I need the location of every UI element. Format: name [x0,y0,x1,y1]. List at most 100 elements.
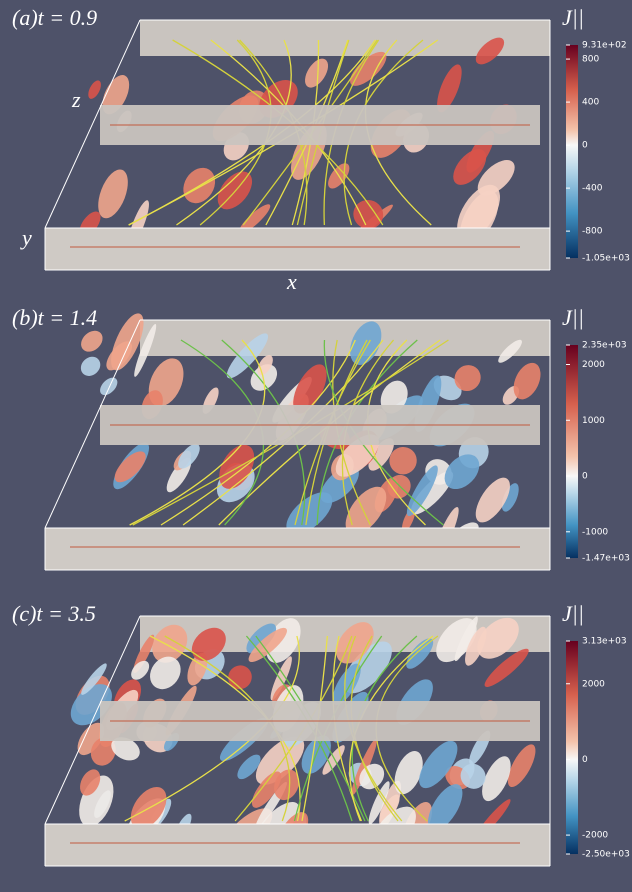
isosurface [238,204,271,234]
colorbar-tick-label: 0 [582,141,588,151]
box-edge [44,615,141,825]
colorbar-tick-label: -400 [582,184,603,194]
isosurface [484,648,529,687]
colorbar-tick-label: -1.47e+03 [582,554,630,564]
isosurface [150,656,181,690]
isosurface [389,446,417,475]
panel-label: (a)t = 0.9 [12,5,97,30]
colorbar-tick-label: 2000 [582,679,605,689]
colorbar-tick-label: 0 [582,472,588,482]
isosurface [507,744,536,788]
isosurface [114,451,146,483]
colorbar-tick-label: 3.13e+03 [582,637,627,647]
front-slab [45,228,550,270]
isosurface [513,362,541,400]
isosurface [498,339,522,363]
isosurface [255,736,305,785]
colorbar-tick-label: 1000 [582,416,605,426]
panel: (a)t = 0.9 z y x J|| 9.31e+02 800 400 0 -400 -800 -… [12,5,630,294]
axis-label: x [286,269,297,294]
colorbar [566,45,578,258]
panel-label: (b)t = 1.4 [12,305,97,330]
isosurface [477,617,519,659]
axis-label: z [71,87,81,112]
isosurface [187,652,208,686]
isosurface [111,737,140,761]
panel: (c)t = 3.5 J|| 3.13e+03 2000 0 -2000 -2.50e+03 [12,601,630,867]
isosurface [251,771,282,808]
isosurface [286,492,333,535]
isosurface [274,769,300,801]
colorbar-tick-label: -1.05e+03 [582,254,630,264]
front-slab [45,528,550,570]
isosurface [131,660,150,680]
isosurface [394,751,423,795]
isosurface [465,626,487,666]
isosurface [80,356,101,376]
isosurface [387,474,411,499]
colorbar [566,641,578,854]
isosurface [332,663,361,705]
isosurface [100,377,118,396]
colorbar-tick-label: 0 [582,755,588,765]
isosurface [345,486,387,535]
isosurface [246,623,277,654]
isosurface [368,781,390,825]
colorbar-tick-label: 9.31e+02 [582,41,627,51]
isosurface [305,58,329,88]
isosurface [191,627,226,661]
colorbar-tick-label: -2.50e+03 [582,850,630,860]
isosurface [353,199,384,229]
isosurface [88,80,101,99]
isosurface [351,738,377,796]
colorbar-tick-label: -800 [582,227,603,237]
isosurface [106,341,133,371]
isosurface [237,754,261,780]
colorbar-tick-label: 2.35e+03 [582,341,627,351]
back-slab [140,320,550,356]
isosurface [454,365,481,392]
isosurface [460,763,486,789]
panel-label: (c)t = 3.5 [12,601,96,626]
isosurface [90,737,116,766]
isosurface [475,37,505,65]
axis-label: y [20,225,32,250]
isosurface [444,454,480,490]
isosurface [437,64,462,113]
isosurface [98,169,128,219]
isosurface [217,171,253,210]
isosurface [475,477,510,523]
isosurface [359,763,385,790]
colorbar [566,345,578,558]
isosurface [293,364,327,414]
isosurface [350,51,387,86]
isosurface [428,784,463,831]
isosurface [419,740,458,789]
isosurface [152,624,188,663]
isosurface [406,638,434,669]
colorbar-tick-label: 400 [582,98,599,108]
colorbar-title: J|| [562,601,584,626]
colorbar-tick-label: -2000 [582,831,608,841]
front-slab [45,824,550,866]
colorbar-tick-label: 800 [582,55,599,65]
panel: (b)t = 1.4 J|| 2.35e+03 2000 1000 0 -1000 -1.47… [12,305,630,571]
isosurface [454,616,478,662]
isosurface [482,756,511,802]
isosurface [270,656,292,701]
isosurface [457,184,500,240]
isosurface [81,663,107,695]
colorbar-title: J|| [562,5,584,30]
isosurface [501,483,519,512]
isosurface [178,443,200,469]
box-edge [44,19,141,229]
isosurface [226,333,269,379]
box-edge [44,319,141,529]
isosurface [248,627,287,662]
isosurface [80,769,101,796]
isosurface [406,465,438,517]
colorbar-tick-label: 2000 [582,360,605,370]
colorbar-title: J|| [562,305,584,330]
isosurface [368,438,394,471]
